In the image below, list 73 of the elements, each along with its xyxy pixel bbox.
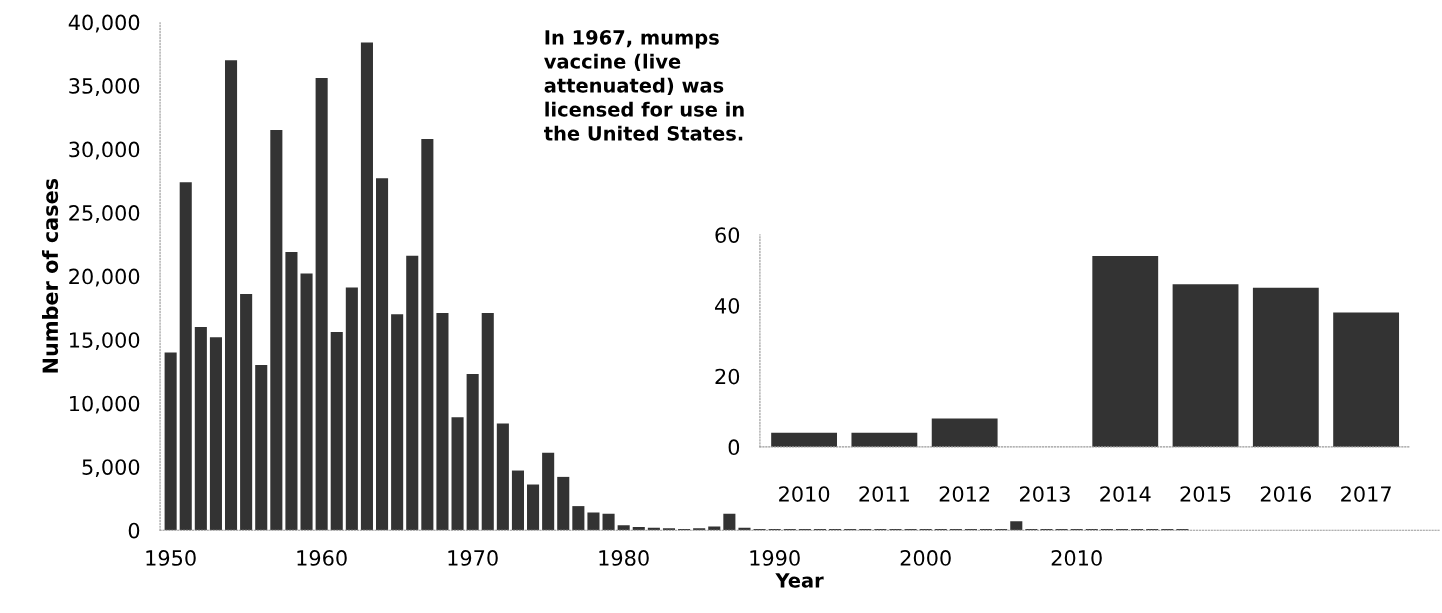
x-tick-label: 2000 bbox=[900, 550, 951, 566]
y-tick-label: 40,000 bbox=[68, 14, 140, 33]
bar bbox=[330, 332, 343, 531]
x-tick-label: 2013 bbox=[1019, 486, 1070, 502]
bar bbox=[179, 182, 192, 531]
y-tick-label: 35,000 bbox=[69, 78, 140, 96]
y-tick-label: 0 bbox=[128, 522, 140, 539]
bar bbox=[164, 352, 177, 531]
y-tick-label: 15,000 bbox=[70, 332, 140, 351]
y-tick-label: 5,000 bbox=[82, 459, 140, 478]
bar bbox=[421, 138, 434, 531]
y-tick-label: 25,000 bbox=[69, 205, 140, 223]
bar bbox=[511, 470, 524, 531]
bar bbox=[194, 326, 207, 531]
bar bbox=[436, 313, 449, 531]
x-tick-label: 2011 bbox=[859, 486, 909, 502]
bar bbox=[270, 130, 283, 531]
bar bbox=[285, 252, 298, 531]
y-tick-label: 60 bbox=[715, 227, 740, 243]
bar bbox=[360, 42, 373, 531]
x-tick-label: 2012 bbox=[939, 486, 990, 502]
y-tick-label: 30,000 bbox=[69, 141, 140, 160]
bar bbox=[300, 273, 313, 531]
bar bbox=[466, 373, 479, 531]
annotation: In 1967, mumps vaccine (live attenuated) was licensed for use in the United States. bbox=[544, 30, 744, 141]
bar bbox=[557, 476, 570, 531]
bar bbox=[851, 432, 918, 447]
y-axis-title: Number of cases bbox=[42, 178, 59, 373]
bar bbox=[1010, 521, 1023, 531]
bar bbox=[451, 417, 464, 531]
bar bbox=[587, 512, 600, 531]
x-tick-label: 2010 bbox=[1051, 550, 1102, 566]
y-tick-label: 20,000 bbox=[69, 268, 140, 287]
x-tick-label: 2017 bbox=[1341, 486, 1391, 502]
y-tick-label: 10,000 bbox=[70, 395, 140, 414]
bar bbox=[209, 337, 222, 531]
bar bbox=[481, 313, 494, 531]
bar bbox=[315, 77, 328, 531]
x-tick-label: 1960 bbox=[297, 550, 347, 566]
bar bbox=[376, 178, 389, 531]
x-axis-title: Year bbox=[775, 573, 824, 588]
bar bbox=[527, 484, 540, 531]
bar bbox=[240, 293, 253, 531]
x-tick-label: 2014 bbox=[1100, 486, 1151, 502]
bar bbox=[1092, 255, 1159, 447]
bar bbox=[602, 513, 615, 531]
y-tick-label: 0 bbox=[728, 439, 740, 456]
y-tick-label: 40 bbox=[715, 297, 740, 314]
bar bbox=[225, 60, 238, 531]
bar bbox=[617, 525, 630, 531]
y-tick-label: 20 bbox=[715, 368, 740, 385]
bar bbox=[723, 513, 736, 531]
bar bbox=[406, 255, 419, 531]
bar bbox=[1252, 287, 1319, 447]
bar bbox=[255, 365, 268, 531]
bar bbox=[708, 526, 721, 531]
bar bbox=[931, 418, 998, 447]
x-tick-label: 2010 bbox=[779, 486, 830, 502]
x-tick-label: 1970 bbox=[448, 550, 498, 566]
x-tick-label: 2015 bbox=[1180, 486, 1231, 502]
bar bbox=[496, 423, 509, 531]
x-tick-label: 2016 bbox=[1260, 486, 1312, 502]
bar bbox=[345, 287, 358, 531]
bar bbox=[1172, 284, 1239, 447]
x-tick-label: 1990 bbox=[750, 550, 800, 566]
bar bbox=[1333, 312, 1400, 447]
bar bbox=[771, 432, 838, 447]
bar bbox=[572, 506, 585, 531]
bar bbox=[632, 527, 645, 531]
bar bbox=[542, 452, 555, 531]
x-tick-label: 1950 bbox=[146, 550, 196, 566]
bar bbox=[391, 314, 404, 531]
x-tick-label: 1980 bbox=[599, 550, 649, 566]
